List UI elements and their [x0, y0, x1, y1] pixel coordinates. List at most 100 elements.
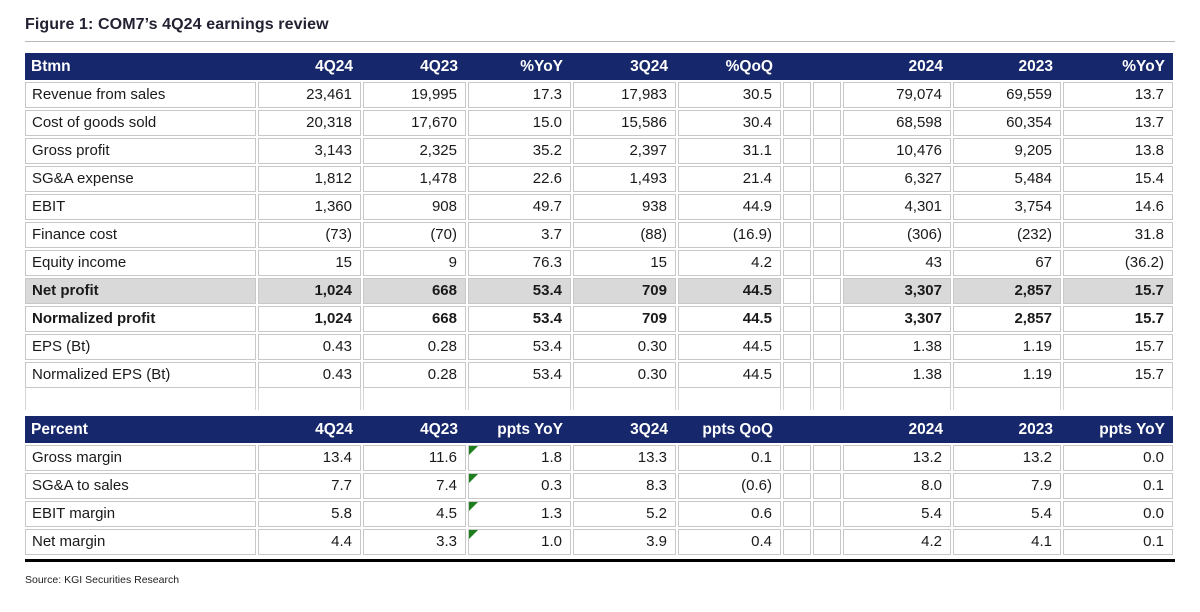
value-cell: 13.2	[843, 445, 951, 471]
column-header-yoy-annual: %YoY	[1122, 58, 1165, 75]
value-cell: 23,461	[258, 82, 361, 108]
column-header-3q24: 3Q24	[630, 58, 668, 75]
value-cell: 908	[363, 194, 466, 220]
table-row: EPS (Bt) 0.43 0.28 53.4 0.30 44.5 1.38 1.19 15.7	[25, 334, 1173, 360]
value-cell: 43	[843, 250, 951, 276]
spacer-cell	[783, 306, 811, 332]
bottom-divider	[25, 559, 1175, 562]
table-row: Normalized profit 1,024 668 53.4 709 44.5 3,30…	[25, 306, 1173, 332]
row-label: Finance cost	[25, 222, 256, 248]
value-cell: 17.3	[468, 82, 571, 108]
value-cell: 15.7	[1063, 278, 1173, 304]
spacer-cell	[813, 138, 841, 164]
income-table-body: Revenue from sales 23,461 19,995 17.3 17,983…	[25, 82, 1175, 388]
value-cell: 9	[363, 250, 466, 276]
value-cell: 15.7	[1063, 334, 1173, 360]
positive-change-triangle-icon	[469, 530, 478, 539]
value-cell: 0.3	[468, 473, 571, 499]
value-cell: 13.8	[1063, 138, 1173, 164]
value-cell: 15.7	[1063, 362, 1173, 388]
value-cell: 7.7	[258, 473, 361, 499]
spacer-cell	[783, 166, 811, 192]
value-cell: (73)	[258, 222, 361, 248]
value-cell: 10,476	[843, 138, 951, 164]
percent-table-body: Gross margin 13.4 11.6 1.8 13.3 0.1 13.2 13.2 0.…	[25, 445, 1175, 555]
table-row: Finance cost (73) (70) 3.7 (88) (16.9) (306) (2…	[25, 222, 1173, 248]
value-cell: 5,484	[953, 166, 1061, 192]
row-label: EPS (Bt)	[25, 334, 256, 360]
column-header-2023: 2023	[1018, 58, 1053, 75]
value-cell: 31.1	[678, 138, 781, 164]
value-cell: 0.1	[1063, 473, 1173, 499]
spacer-cell	[813, 110, 841, 136]
value-cell: 3.9	[573, 529, 676, 555]
table-row: Cost of goods sold 20,318 17,670 15.0 15,586…	[25, 110, 1173, 136]
value-cell: 668	[363, 278, 466, 304]
value-cell: 0.0	[1063, 445, 1173, 471]
table-row: EBIT 1,360 908 49.7 938 44.9 4,301 3,754 14.6	[25, 194, 1173, 220]
value-cell: 1.38	[843, 334, 951, 360]
value-cell: 668	[363, 306, 466, 332]
value-cell: 4.1	[953, 529, 1061, 555]
value-cell: 7.9	[953, 473, 1061, 499]
spacer-cell	[783, 362, 811, 388]
value-cell: 938	[573, 194, 676, 220]
value-cell: 15.0	[468, 110, 571, 136]
value-cell: 4.2	[843, 529, 951, 555]
spacer-cell	[813, 250, 841, 276]
value-cell: 0.1	[1063, 529, 1173, 555]
spacer-cell	[783, 250, 811, 276]
value-cell: 0.30	[573, 362, 676, 388]
table-row: Net margin 4.4 3.3 1.0 3.9 0.4 4.2 4.1 0.1	[25, 529, 1173, 555]
value-cell: 15	[573, 250, 676, 276]
value-cell: 17,983	[573, 82, 676, 108]
value-cell: 67	[953, 250, 1061, 276]
value-cell: 3,307	[843, 306, 951, 332]
column-header-3q24: 3Q24	[630, 421, 668, 438]
value-cell: 5.2	[573, 501, 676, 527]
table-row: Normalized EPS (Bt) 0.43 0.28 53.4 0.30 44.5 1…	[25, 362, 1173, 388]
column-header-spacer	[783, 53, 811, 80]
spacer-cell	[813, 501, 841, 527]
value-cell: 1.0	[468, 529, 571, 555]
percent-table: Percent 4Q24 4Q23 ppts YoY 3Q24 ppts QoQ…	[25, 416, 1175, 555]
value-cell: 31.8	[1063, 222, 1173, 248]
value-cell: 49.7	[468, 194, 571, 220]
spacer-cell	[813, 166, 841, 192]
value-cell: 9,205	[953, 138, 1061, 164]
table-row: SG&A expense 1,812 1,478 22.6 1,493 21.4 6,327…	[25, 166, 1173, 192]
spacer-cell	[813, 529, 841, 555]
value-cell: 2,857	[953, 306, 1061, 332]
spacer-cell	[783, 473, 811, 499]
spacer-cell	[783, 194, 811, 220]
value-cell: 1,024	[258, 306, 361, 332]
row-label: Equity income	[25, 250, 256, 276]
value-cell: 44.9	[678, 194, 781, 220]
value-cell: 20,318	[258, 110, 361, 136]
column-header-spacer	[783, 416, 811, 443]
value-cell: 76.3	[468, 250, 571, 276]
value-cell: 15	[258, 250, 361, 276]
spacer-cell	[813, 82, 841, 108]
value-cell: 0.4	[678, 529, 781, 555]
spacer-cell	[783, 529, 811, 555]
value-cell: 5.8	[258, 501, 361, 527]
spacer-cell	[813, 222, 841, 248]
row-label: Net profit	[25, 278, 256, 304]
value-cell: 1.19	[953, 334, 1061, 360]
row-label: Gross profit	[25, 138, 256, 164]
value-cell: 709	[573, 306, 676, 332]
column-header-qoq: %QoQ	[725, 58, 773, 75]
spacer-cell	[813, 278, 841, 304]
spacer-cell	[783, 445, 811, 471]
value-cell: 5.4	[953, 501, 1061, 527]
value-cell: 0.30	[573, 334, 676, 360]
value-cell: 13.3	[573, 445, 676, 471]
column-header-4q24: 4Q24	[315, 421, 353, 438]
row-label: SG&A expense	[25, 166, 256, 192]
column-header-4q23: 4Q23	[420, 58, 458, 75]
value-cell: 8.0	[843, 473, 951, 499]
spacer-cell	[783, 278, 811, 304]
value-cell: 1.3	[468, 501, 571, 527]
value-cell: 4,301	[843, 194, 951, 220]
